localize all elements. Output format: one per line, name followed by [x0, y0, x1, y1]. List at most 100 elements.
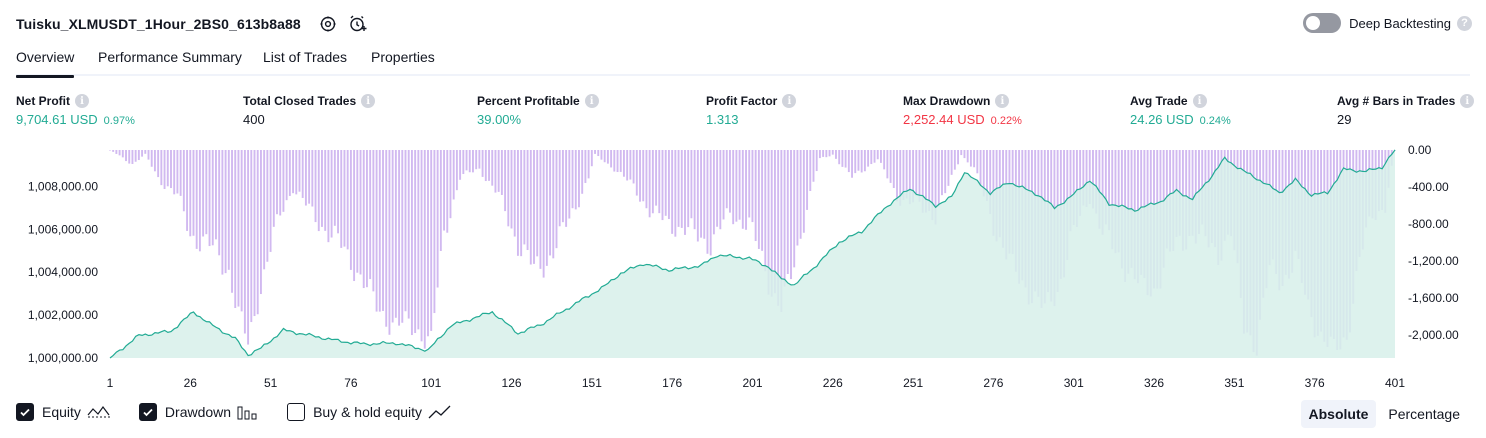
drawdown-bar [783, 150, 786, 287]
drawdown-bar [870, 150, 873, 165]
info-icon[interactable]: i [995, 94, 1010, 108]
drawdown-bar [160, 150, 163, 186]
tab-overview[interactable]: Overview [16, 49, 75, 78]
drawdown-bar [552, 150, 555, 259]
drawdown-bar [867, 150, 870, 167]
metric-avg-trade: Avg Trade i 24.26 USD 0.24% [1130, 94, 1231, 127]
equity-checkbox[interactable] [16, 403, 34, 421]
drawdown-bar [883, 150, 886, 170]
info-icon[interactable]: i [782, 94, 797, 108]
drawdown-bar [346, 150, 349, 250]
drawdown-bar [982, 150, 985, 197]
drawdown-bar [648, 150, 651, 218]
drawdown-bar [613, 150, 616, 172]
drawdown-bar [761, 150, 764, 251]
drawdown-bar [1092, 150, 1094, 209]
drawdown-bar [227, 150, 230, 270]
drawdown-bar [606, 150, 609, 164]
tab-properties[interactable]: Properties [371, 49, 435, 65]
drawdown-bar [452, 150, 455, 200]
drawdown-bar [542, 150, 545, 278]
gear-icon[interactable] [317, 13, 339, 35]
equity-drawdown-chart[interactable]: 1,000,000.00 1,002,000.00 1,004,000.00 1,00… [0, 140, 1486, 390]
drawdown-bar [513, 150, 516, 237]
drawdown-bar [404, 150, 407, 312]
deep-backtesting-label: Deep Backtesting [1349, 15, 1451, 31]
drawdown-bar [497, 150, 500, 192]
drawdown-bar [468, 150, 471, 173]
drawdown-bar [806, 150, 809, 210]
x-axis-tick: 276 [983, 376, 1003, 390]
drawdown-bar [931, 150, 934, 221]
drawdown-bar [484, 150, 487, 182]
drawdown-bar [822, 150, 825, 157]
metric-percent: 0.97% [103, 115, 135, 127]
add-alert-icon[interactable] [347, 13, 369, 35]
drawdown-bar [1069, 150, 1072, 232]
info-icon[interactable]: i [75, 94, 89, 108]
equity-chart[interactable]: 1,000,000.00 1,002,000.00 1,004,000.00 1,00… [0, 140, 1486, 390]
drawdown-bar [796, 150, 799, 246]
legend-drawdown[interactable]: Drawdown [138, 403, 259, 421]
tab-list-of-trades[interactable]: List of Trades [263, 49, 348, 65]
right-axis-tick: -400.00 [1408, 180, 1449, 194]
equity-line [109, 149, 1396, 359]
info-icon[interactable]: i [1460, 94, 1475, 108]
info-icon[interactable]: i [584, 94, 599, 108]
drawdown-bar [851, 150, 853, 178]
drawdown-bar [526, 150, 529, 251]
drawdown-bar [433, 150, 436, 314]
right-axis: 0.00 -400.00 -800.00 -1,200.00 -1,600.00 -2,0… [1408, 143, 1459, 342]
drawdown-bar [671, 150, 674, 234]
drawdown-bar [455, 150, 458, 191]
drawdown-bar [121, 150, 124, 158]
drawdown-bar [137, 150, 140, 161]
mode-absolute[interactable]: Absolute [1300, 400, 1377, 428]
deep-backtesting-toggle[interactable] [1303, 13, 1342, 33]
drawdown-bar [510, 150, 513, 229]
legend-equity[interactable]: Equity [16, 403, 111, 421]
drawdown-bar [555, 150, 558, 249]
drawdown-bar [308, 150, 311, 204]
info-icon[interactable]: i [361, 94, 376, 108]
drawdown-bar [908, 150, 911, 205]
help-icon[interactable]: ? [1457, 15, 1472, 31]
drawdown-checkbox[interactable] [138, 403, 157, 421]
drawdown-bar [770, 150, 773, 297]
x-axis-tick: 301 [1064, 376, 1084, 390]
drawdown-bar [401, 150, 404, 323]
drawdown-bar [462, 150, 465, 175]
drawdown-bar [430, 150, 433, 331]
drawdown-bar [725, 150, 728, 209]
drawdown-bar [529, 150, 532, 265]
drawdown-bar [198, 150, 201, 252]
drawdown-bar [221, 150, 224, 275]
x-axis-tick: 101 [421, 376, 441, 390]
drawdown-bar [947, 150, 950, 186]
drawdown-bar [317, 150, 320, 232]
drawdown-bar [786, 150, 789, 274]
drawdown-bars-icon [237, 404, 259, 420]
drawdown-bar [597, 150, 600, 157]
drawdown-bar [700, 150, 702, 238]
drawdown-bar [937, 150, 940, 207]
drawdown-bar [1075, 150, 1078, 227]
drawdown-bar [276, 150, 278, 215]
info-icon[interactable]: i [1192, 94, 1207, 108]
drawdown-bar [655, 150, 658, 206]
drawdown-bar [118, 150, 121, 156]
drawdown-bar [304, 150, 307, 206]
drawdown-bar [321, 150, 323, 227]
drawdown-bar [189, 150, 192, 237]
drawdown-bar [953, 150, 956, 170]
drawdown-bar [561, 150, 564, 223]
buy-hold-checkbox[interactable] [287, 403, 306, 421]
legend-buy-hold[interactable]: Buy & hold equity [287, 403, 452, 421]
tab-performance-summary[interactable]: Performance Summary [98, 49, 242, 65]
mode-percentage[interactable]: Percentage [1388, 406, 1460, 422]
drawdown-bar [301, 150, 304, 198]
drawdown-bar [234, 150, 237, 308]
drawdown-bar [366, 150, 368, 288]
drawdown-bar [202, 150, 205, 237]
drawdown-bar [385, 150, 388, 327]
